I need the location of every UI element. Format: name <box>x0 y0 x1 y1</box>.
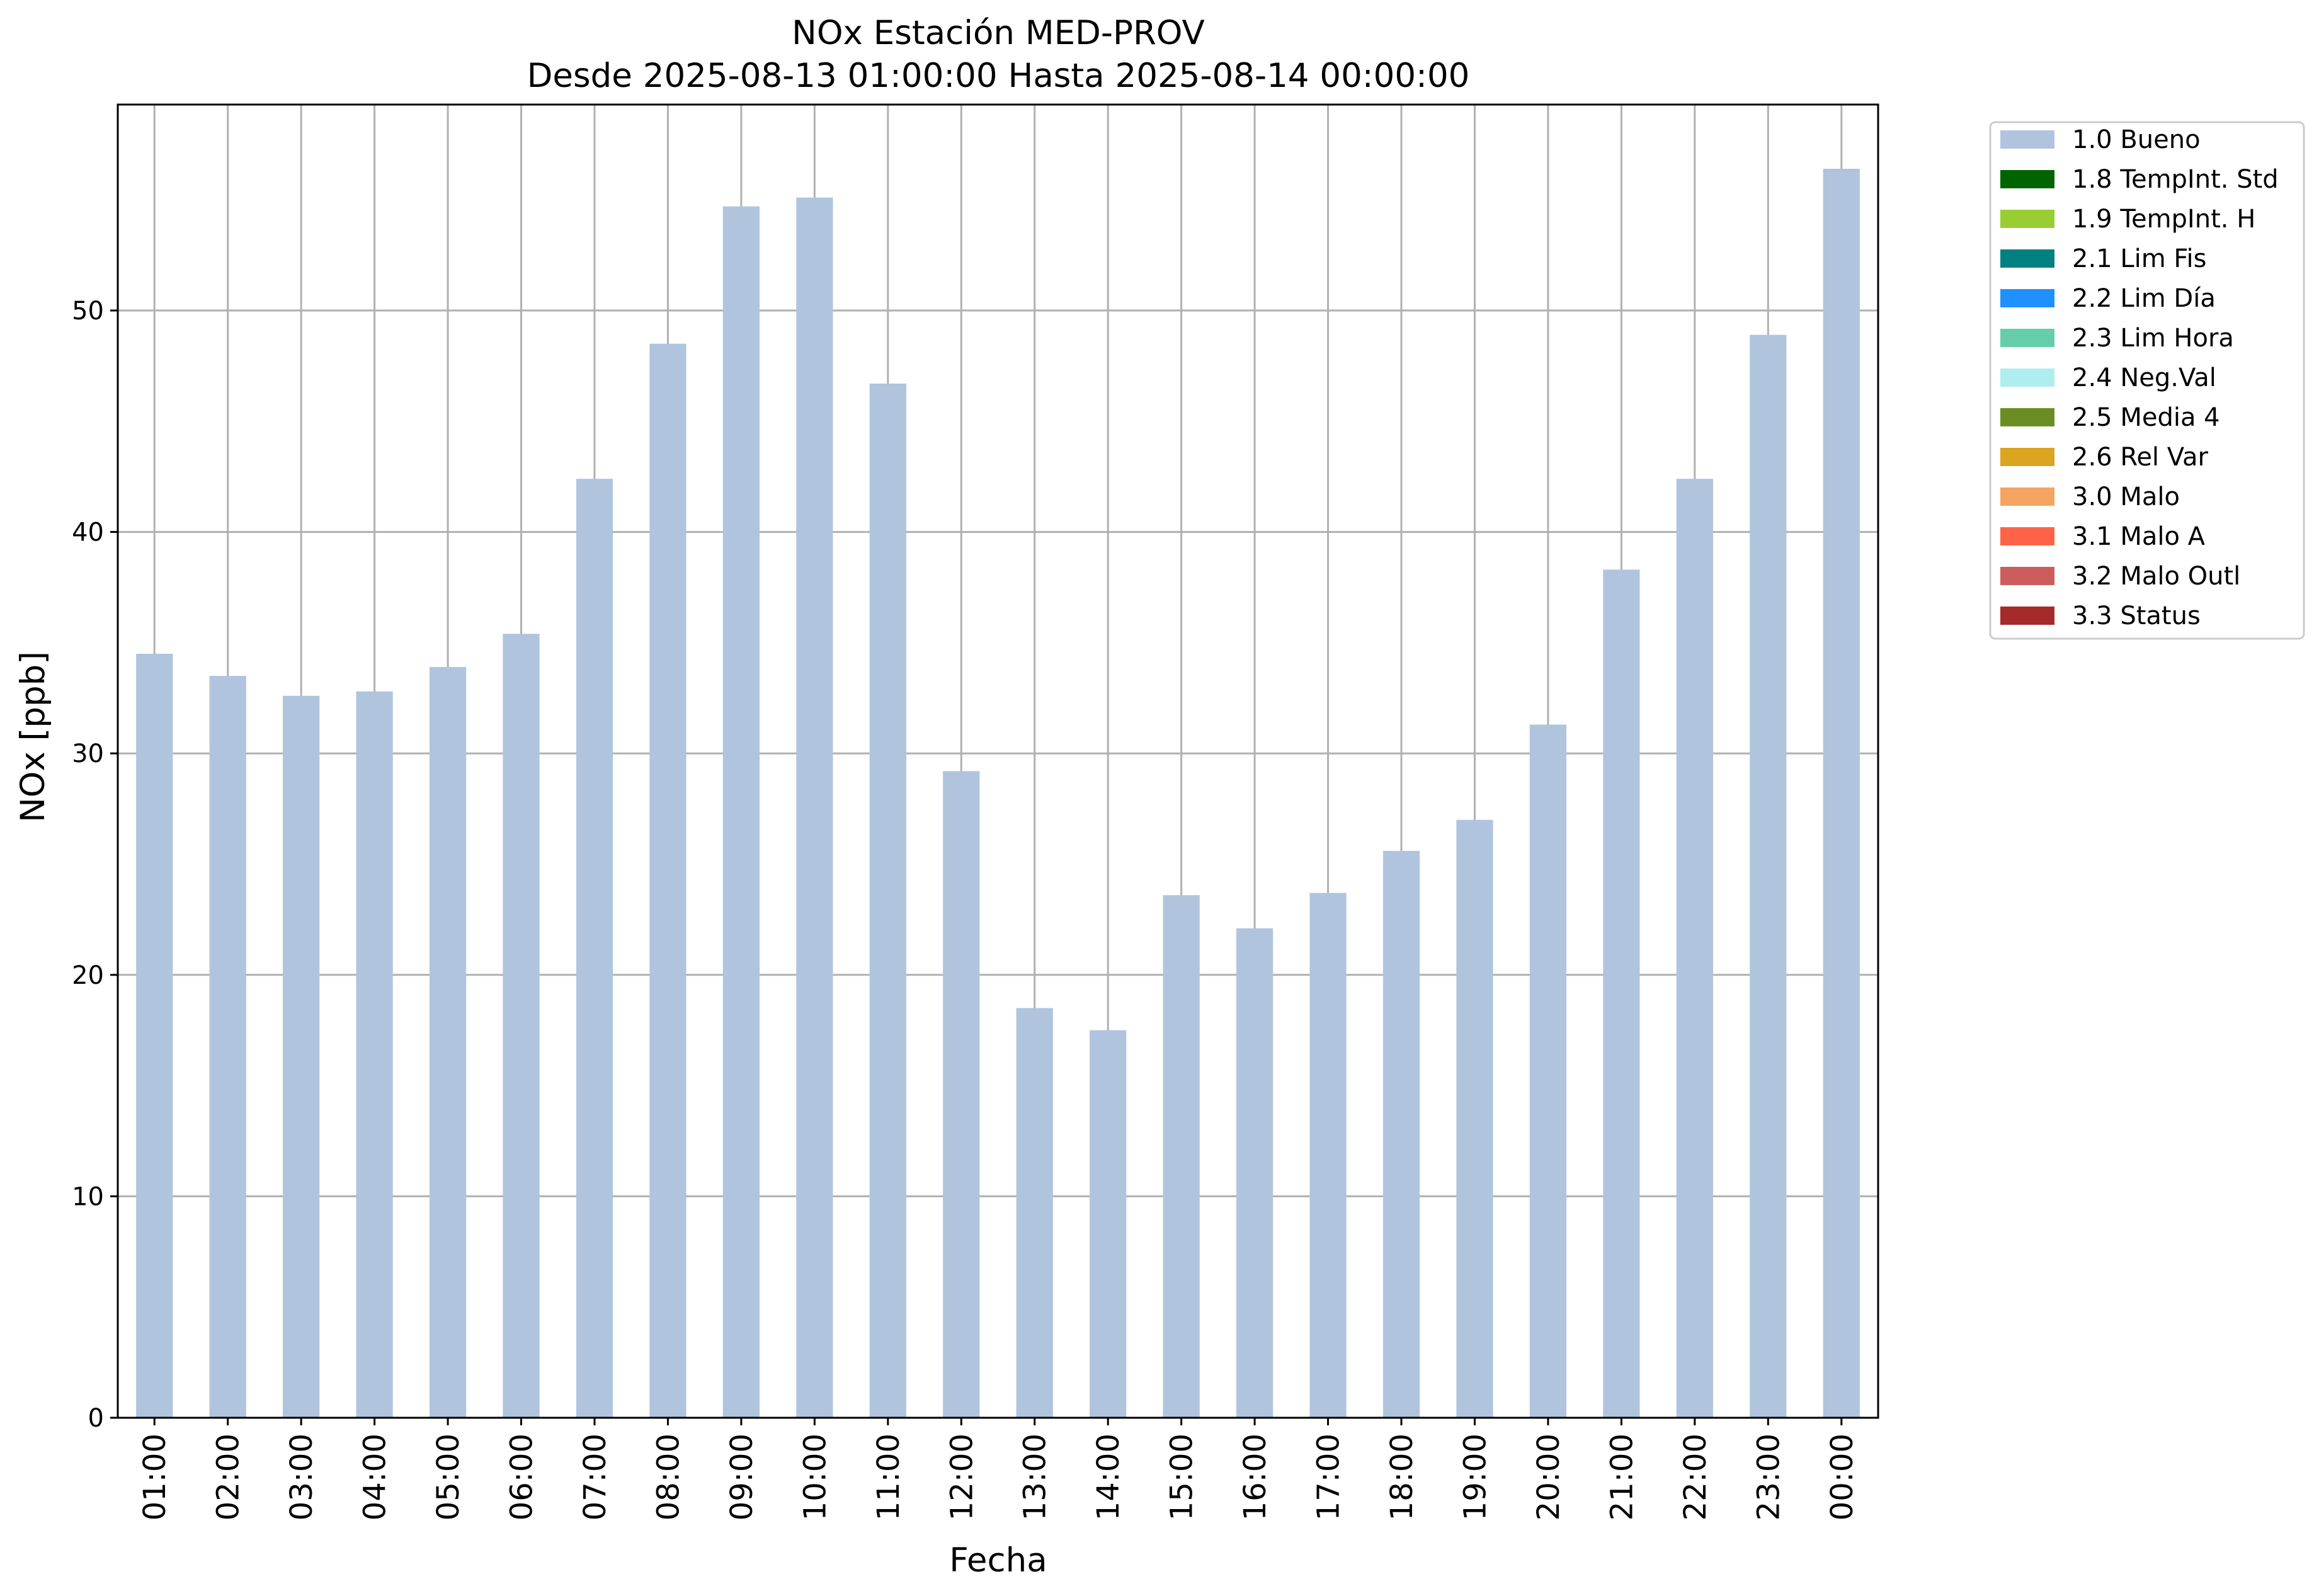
x-tick-label: 23:00 <box>1751 1434 1786 1520</box>
x-tick-label: 20:00 <box>1531 1434 1566 1520</box>
bar-0500 <box>429 667 467 1418</box>
legend-swatch <box>2000 170 2054 188</box>
x-tick-label: 00:00 <box>1825 1434 1860 1520</box>
bar-1900 <box>1456 819 1493 1418</box>
legend-label: 1.8 TempInt. Std <box>2072 165 2279 194</box>
bar-1500 <box>1163 895 1200 1418</box>
x-tick-label: 21:00 <box>1604 1434 1639 1520</box>
legend-swatch <box>2000 329 2054 347</box>
x-tick-label: 15:00 <box>1165 1434 1200 1520</box>
bar-1700 <box>1309 892 1347 1418</box>
legend-frame <box>1989 121 2305 640</box>
bar-0900 <box>722 206 760 1418</box>
x-tick-label: 17:00 <box>1311 1434 1347 1520</box>
legend-label: 3.3 Status <box>2072 601 2201 630</box>
x-tick-label: 08:00 <box>651 1434 686 1520</box>
legend-swatch <box>2000 527 2054 545</box>
y-tick-label: 40 <box>72 518 104 547</box>
legend-swatch <box>2000 249 2054 268</box>
x-tick-label: 02:00 <box>211 1434 246 1520</box>
legend-label: 1.0 Bueno <box>2072 125 2201 154</box>
bar-1600 <box>1236 928 1273 1418</box>
bar-1200 <box>943 771 980 1418</box>
x-tick-label: 18:00 <box>1384 1434 1420 1520</box>
x-tick-label: 09:00 <box>724 1434 760 1520</box>
x-axis-label: Fecha <box>949 1541 1047 1580</box>
legend: 1.0 Bueno 1.8 TempInt. Std 1.9 TempInt. H 2… <box>1989 121 2305 640</box>
x-tick-label: 07:00 <box>578 1434 613 1520</box>
bar-0800 <box>649 343 687 1418</box>
bar-0700 <box>576 479 613 1418</box>
legend-swatch <box>2000 210 2054 228</box>
legend-swatch <box>2000 448 2054 466</box>
bar-1800 <box>1382 850 1420 1418</box>
y-tick-label: 10 <box>72 1182 104 1211</box>
bar-0600 <box>503 634 540 1418</box>
x-tick-label: 11:00 <box>871 1434 906 1520</box>
legend-swatch <box>2000 607 2054 625</box>
x-tick-label: 10:00 <box>797 1434 833 1520</box>
bar-2100 <box>1603 569 1640 1418</box>
x-tick-label: 19:00 <box>1457 1434 1493 1520</box>
x-tick-label: 01:00 <box>137 1434 173 1520</box>
legend-label: 2.3 Lim Hora <box>2072 324 2234 353</box>
legend-label: 2.2 Lim Día <box>2072 284 2216 313</box>
bar-0200 <box>209 676 246 1418</box>
x-tick-label: 22:00 <box>1678 1434 1713 1520</box>
y-axis-ticks: 0 10 20 30 40 50 <box>72 297 118 1433</box>
chart-subtitle: Desde 2025-08-13 01:00:00 Hasta 2025-08-… <box>527 57 1470 95</box>
legend-swatch <box>2000 368 2054 387</box>
x-tick-label: 14:00 <box>1091 1434 1126 1520</box>
bar-0100 <box>136 653 173 1418</box>
y-tick-label: 30 <box>72 739 104 768</box>
y-tick-label: 50 <box>72 297 104 326</box>
x-tick-label: 03:00 <box>284 1434 319 1520</box>
x-axis-ticks: 01:00 02:00 03:00 04:00 05:00 06:00 07:00 08:00… <box>137 1418 1860 1520</box>
legend-label: 3.1 Malo A <box>2072 522 2206 551</box>
bars <box>136 168 1860 1418</box>
x-tick-label: 16:00 <box>1238 1434 1273 1520</box>
legend-label: 1.9 TempInt. H <box>2072 205 2255 234</box>
bar-0300 <box>283 695 320 1418</box>
bar-2000 <box>1529 724 1567 1418</box>
bar-0000 <box>1823 168 1860 1418</box>
horizontal-gridlines <box>118 309 1878 1197</box>
legend-label: 3.2 Malo Outl <box>2072 562 2240 591</box>
y-axis-label: NOx [ppb] <box>14 651 52 823</box>
legend-label: 2.5 Media 4 <box>2072 403 2220 432</box>
bar-1400 <box>1090 1030 1127 1418</box>
legend-swatch <box>2000 130 2054 149</box>
y-tick-label: 0 <box>88 1404 104 1433</box>
legend-swatch <box>2000 487 2054 506</box>
x-tick-label: 13:00 <box>1018 1434 1053 1520</box>
x-tick-label: 04:00 <box>358 1434 393 1520</box>
plot-frame <box>117 103 1879 1419</box>
chart-title: NOx Estación MED-PROV <box>792 14 1205 52</box>
legend-label: 2.4 Neg.Val <box>2072 363 2216 392</box>
legend-swatch <box>2000 289 2054 307</box>
legend-label: 3.0 Malo <box>2072 482 2180 511</box>
legend-items: 1.0 Bueno 1.8 TempInt. Std 1.9 TempInt. H 2… <box>2000 125 2279 630</box>
bar-1300 <box>1016 1008 1053 1418</box>
legend-swatch <box>2000 567 2054 585</box>
bar-2300 <box>1750 334 1787 1418</box>
legend-label: 2.1 Lim Fis <box>2072 244 2206 273</box>
bar-1100 <box>869 384 906 1418</box>
bar-1000 <box>796 197 833 1418</box>
bar-0400 <box>356 691 393 1418</box>
legend-swatch <box>2000 408 2054 426</box>
y-tick-label: 20 <box>72 961 104 990</box>
x-tick-label: 12:00 <box>944 1434 979 1520</box>
x-tick-label: 05:00 <box>431 1434 466 1520</box>
x-tick-label: 06:00 <box>504 1434 540 1520</box>
bar-2200 <box>1676 479 1713 1418</box>
legend-label: 2.6 Rel Var <box>2072 443 2209 472</box>
